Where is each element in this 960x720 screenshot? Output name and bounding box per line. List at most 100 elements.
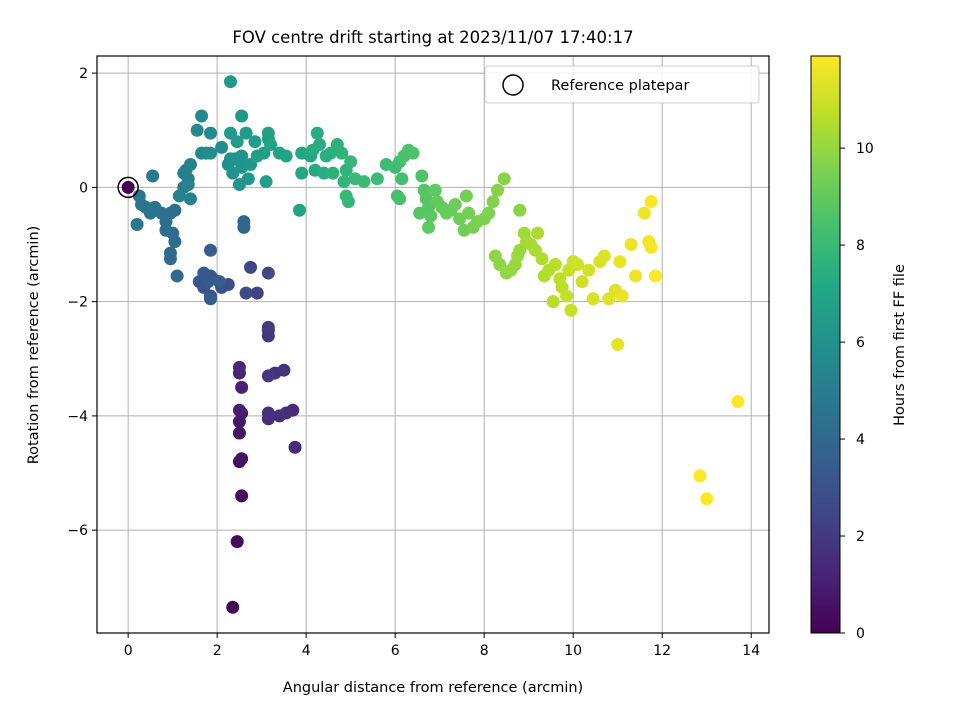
data-point-84	[224, 75, 238, 89]
data-point-193	[644, 195, 658, 209]
data-point-18	[261, 406, 275, 420]
y-tick-label-4: −6	[67, 523, 88, 539]
chart-title: FOV centre drift starting at 2023/11/07 …	[232, 28, 633, 47]
data-point-67	[172, 189, 186, 203]
data-point-97	[279, 149, 293, 163]
colorbar-ticks: 0 2 4 6 8 10	[840, 141, 874, 642]
data-point-196	[700, 492, 714, 506]
data-point-185	[611, 338, 625, 351]
data-point-40	[203, 243, 217, 257]
colorbar-tick-label-5: 10	[856, 141, 874, 157]
x-tick-label-1: 2	[213, 643, 222, 659]
data-point-178	[575, 275, 589, 289]
y-tick-label-3: −4	[67, 409, 88, 425]
data-point-37	[201, 275, 215, 289]
data-point-45	[163, 252, 177, 266]
data-point-188	[624, 238, 638, 252]
data-point-177	[571, 258, 585, 272]
data-point-85	[235, 109, 249, 123]
data-point-105	[313, 138, 327, 152]
data-point-135	[422, 220, 436, 234]
data-point-94	[261, 126, 275, 140]
x-tick-label-3: 6	[391, 643, 400, 659]
data-point-69	[195, 109, 209, 123]
data-point-128	[406, 146, 420, 160]
data-point-26	[244, 260, 258, 274]
data-point-129	[415, 169, 429, 183]
data-point-43	[170, 269, 184, 283]
data-point-58	[130, 218, 144, 232]
data-point-25	[250, 286, 264, 300]
data-point-12	[232, 360, 246, 374]
data-point-59	[146, 169, 160, 183]
data-point-68	[190, 123, 204, 137]
data-point-2	[230, 535, 244, 549]
data-point-151	[491, 183, 505, 197]
data-point-109	[326, 166, 340, 180]
legend-box	[484, 65, 760, 104]
data-point-141	[448, 198, 462, 212]
data-point-134	[424, 209, 438, 223]
data-point-65	[177, 166, 191, 180]
data-point-72	[203, 126, 217, 140]
data-point-116	[339, 189, 353, 203]
colorbar-tick-label-4: 8	[856, 238, 865, 254]
colorbar	[810, 55, 841, 634]
data-point-42	[237, 220, 251, 234]
x-tick-label-5: 10	[564, 643, 582, 659]
data-point-145	[462, 206, 476, 220]
data-point-195	[693, 469, 707, 483]
data-point-118	[357, 175, 371, 189]
colorbar-tick-label-3: 6	[856, 335, 865, 351]
data-point-16	[272, 409, 286, 423]
data-point-152	[497, 172, 511, 186]
colorbar-tick-label-0: 0	[856, 626, 865, 642]
legend-marker-reference	[502, 74, 524, 96]
data-point-73	[203, 146, 217, 160]
legend: Reference platepar	[484, 65, 760, 104]
data-point-61	[183, 192, 197, 206]
y-axis-ticks: 2 0 −2 −4 −6	[67, 66, 97, 539]
data-point-79	[235, 149, 249, 163]
data-point-194	[649, 269, 663, 283]
x-tick-label-0: 0	[124, 643, 133, 659]
y-tick-label-0: 2	[79, 66, 88, 82]
data-point-21	[261, 369, 275, 383]
colorbar-tick-label-1: 2	[856, 529, 865, 545]
data-point-136	[428, 183, 442, 197]
data-point-197	[731, 395, 745, 409]
data-point-0	[121, 180, 135, 194]
data-point-27	[261, 266, 275, 280]
data-point-149	[482, 206, 496, 220]
data-point-38	[203, 292, 217, 306]
data-point-169	[546, 295, 560, 309]
x-tick-label-7: 14	[742, 643, 760, 659]
x-tick-label-4: 8	[480, 643, 489, 659]
data-point-190	[637, 206, 651, 220]
data-point-10	[235, 380, 249, 394]
data-point-5	[235, 452, 249, 466]
data-point-180	[586, 292, 600, 306]
x-axis-label: Angular distance from reference (arcmin)	[283, 680, 583, 696]
data-point-95	[264, 138, 278, 152]
data-point-88	[230, 135, 244, 149]
x-tick-label-2: 4	[302, 643, 311, 659]
data-point-173	[560, 289, 574, 303]
data-point-123	[395, 172, 409, 186]
data-point-71	[195, 146, 209, 160]
data-points	[117, 75, 745, 614]
data-point-150	[486, 195, 500, 209]
colorbar-label: Hours from first FF file	[892, 264, 908, 426]
y-tick-label-2: −2	[67, 295, 88, 311]
legend-label-reference: Reference platepar	[551, 78, 689, 94]
data-point-86	[239, 126, 253, 140]
data-point-57	[132, 189, 146, 203]
data-point-153	[513, 203, 527, 217]
data-point-74	[215, 140, 229, 154]
x-tick-label-6: 12	[653, 643, 671, 659]
data-point-166	[535, 252, 549, 266]
data-point-113	[337, 175, 351, 189]
grid-lines	[97, 56, 769, 633]
data-point-82	[241, 172, 255, 186]
